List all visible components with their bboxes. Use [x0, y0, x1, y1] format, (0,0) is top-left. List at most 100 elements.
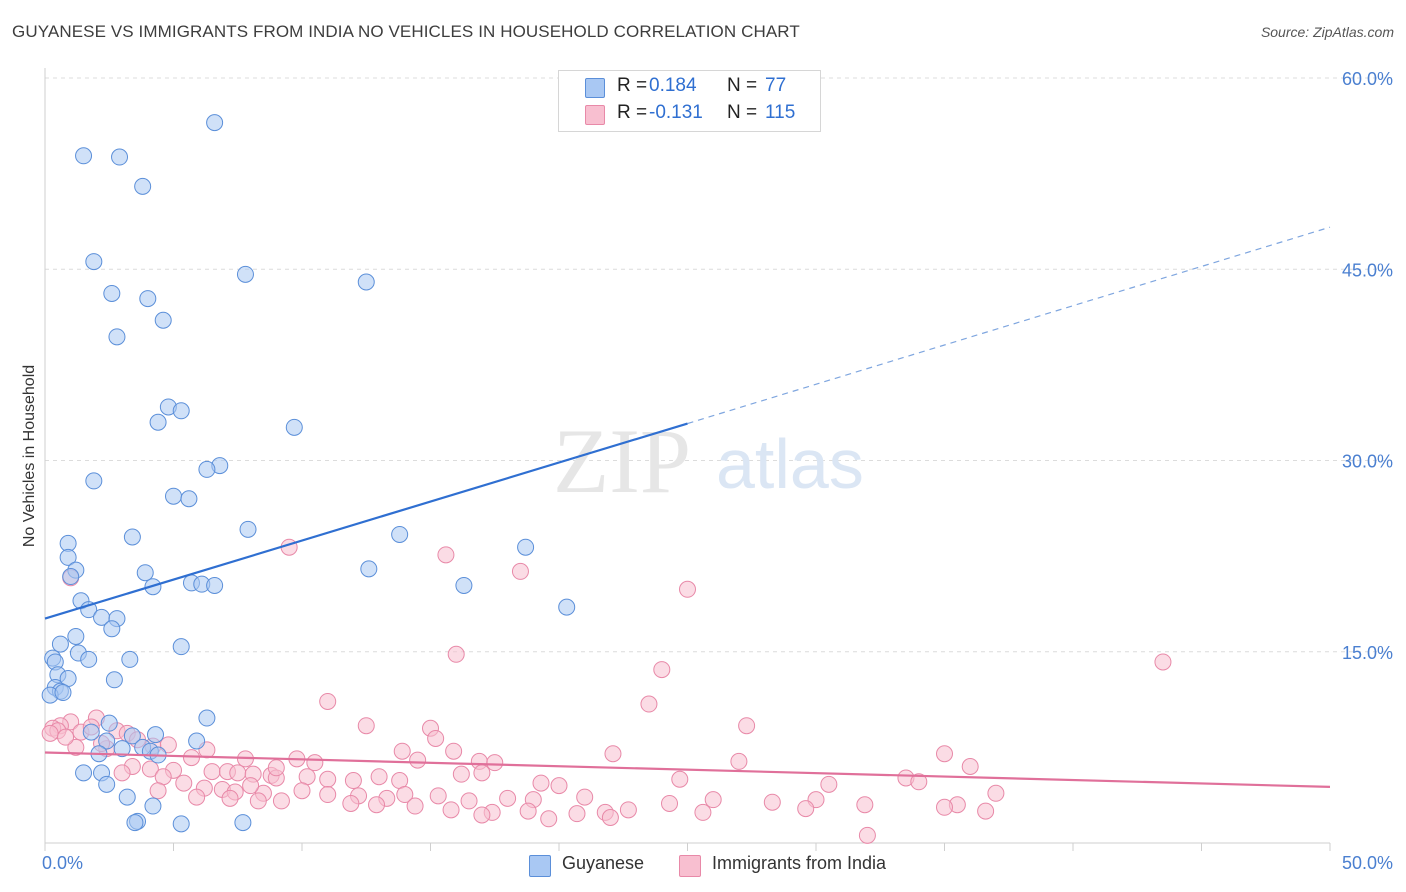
india-point	[188, 788, 206, 806]
india-point	[653, 661, 671, 679]
india-point	[319, 692, 337, 710]
guyanese-point	[80, 650, 98, 668]
guyanese-point	[558, 598, 576, 616]
legend-r-value: -0.131	[649, 102, 703, 123]
india-point	[704, 791, 722, 809]
x-tick-label: 0.0%	[42, 853, 83, 873]
india-point	[203, 763, 221, 781]
guyanese-point	[82, 723, 100, 741]
india-point	[113, 764, 131, 782]
india-point	[460, 792, 478, 810]
india-point	[619, 801, 637, 819]
legend-r-value: 0.184	[649, 75, 697, 96]
watermark-atlas: atlas	[716, 425, 864, 503]
legend-n-label: N =	[727, 75, 758, 96]
india-point	[936, 745, 953, 763]
india-point	[396, 786, 414, 804]
india-point	[511, 562, 529, 580]
india-point	[987, 784, 1005, 802]
guyanese-point	[85, 472, 103, 490]
india-point	[679, 580, 696, 598]
india-point	[550, 777, 568, 795]
india-point	[409, 751, 427, 769]
guyanese-point	[108, 328, 126, 346]
india-point	[437, 546, 455, 564]
guyanese-point	[98, 775, 116, 793]
india-point	[342, 794, 360, 812]
guyanese-point	[121, 650, 139, 668]
india-point	[357, 717, 375, 735]
guyanese-point	[172, 402, 190, 420]
x-tick-label: 50.0%	[1342, 853, 1393, 873]
india-point	[319, 786, 337, 804]
india-point	[452, 765, 470, 783]
guyanese-point	[517, 538, 535, 556]
guyanese-point	[285, 418, 303, 436]
legend-swatch-india	[679, 855, 701, 877]
guyanese-point	[234, 814, 252, 832]
guyanese-point	[111, 148, 129, 166]
india-point	[640, 695, 658, 713]
legend-swatch-guyanese	[585, 78, 605, 98]
india-point	[344, 772, 362, 790]
tick-labels: 15.0% 30.0% 45.0% 60.0% 0.0% 50.0%	[42, 69, 1393, 873]
india-point	[445, 742, 463, 760]
guyanese-point	[239, 520, 257, 538]
india-point	[499, 789, 517, 807]
legend-n-label: N =	[727, 102, 758, 123]
guyanese-point	[360, 560, 378, 578]
legend-label-guyanese: Guyanese	[562, 853, 645, 873]
india-point	[293, 782, 311, 800]
guyanese-point	[357, 273, 375, 291]
guyanese-point	[75, 764, 93, 782]
india-point	[442, 801, 460, 819]
india-point	[249, 792, 267, 810]
india-point	[601, 809, 619, 826]
india-point	[159, 736, 177, 754]
india-point	[319, 770, 337, 788]
india-point	[429, 787, 447, 805]
guyanese-point	[103, 620, 121, 638]
india-point	[540, 810, 558, 828]
india-point	[473, 806, 491, 824]
india-point	[763, 793, 781, 811]
india-point	[272, 792, 290, 810]
india-point	[738, 717, 756, 735]
india-point	[961, 758, 979, 775]
india-point	[486, 754, 504, 772]
guyanese-point	[144, 797, 162, 815]
guyanese-point	[75, 147, 93, 165]
guyanese-point	[236, 265, 254, 283]
guyanese-point	[136, 564, 154, 582]
guyanese-point	[180, 490, 198, 508]
legend-label-india: Immigrants from India	[712, 853, 887, 873]
india-point	[661, 794, 679, 812]
guyanese-point	[59, 548, 77, 566]
india-point	[604, 745, 622, 763]
data-points	[41, 114, 1172, 844]
india-point	[141, 760, 159, 778]
india-point	[568, 805, 586, 823]
guyanese-point	[134, 177, 152, 195]
india-point	[393, 742, 411, 760]
india-point	[576, 788, 594, 806]
legend-n-value: 115	[765, 102, 796, 123]
guyanese-point	[113, 740, 131, 758]
guyanese-point	[198, 460, 216, 478]
guyanese-point	[123, 727, 141, 745]
guyanese-trend-line	[44, 422, 688, 620]
guyanese-point	[100, 714, 118, 732]
india-point	[910, 773, 928, 791]
guyanese-point	[149, 413, 167, 431]
guyanese-point	[98, 732, 116, 750]
india-point	[936, 798, 953, 816]
guyanese-point	[188, 732, 206, 750]
india-point	[370, 768, 388, 786]
india-point	[406, 797, 424, 815]
guyanese-point	[62, 568, 80, 586]
india-point	[730, 752, 748, 770]
india-point	[57, 728, 75, 746]
india-point	[671, 770, 689, 788]
india-point	[175, 774, 193, 792]
india-point	[368, 796, 386, 814]
